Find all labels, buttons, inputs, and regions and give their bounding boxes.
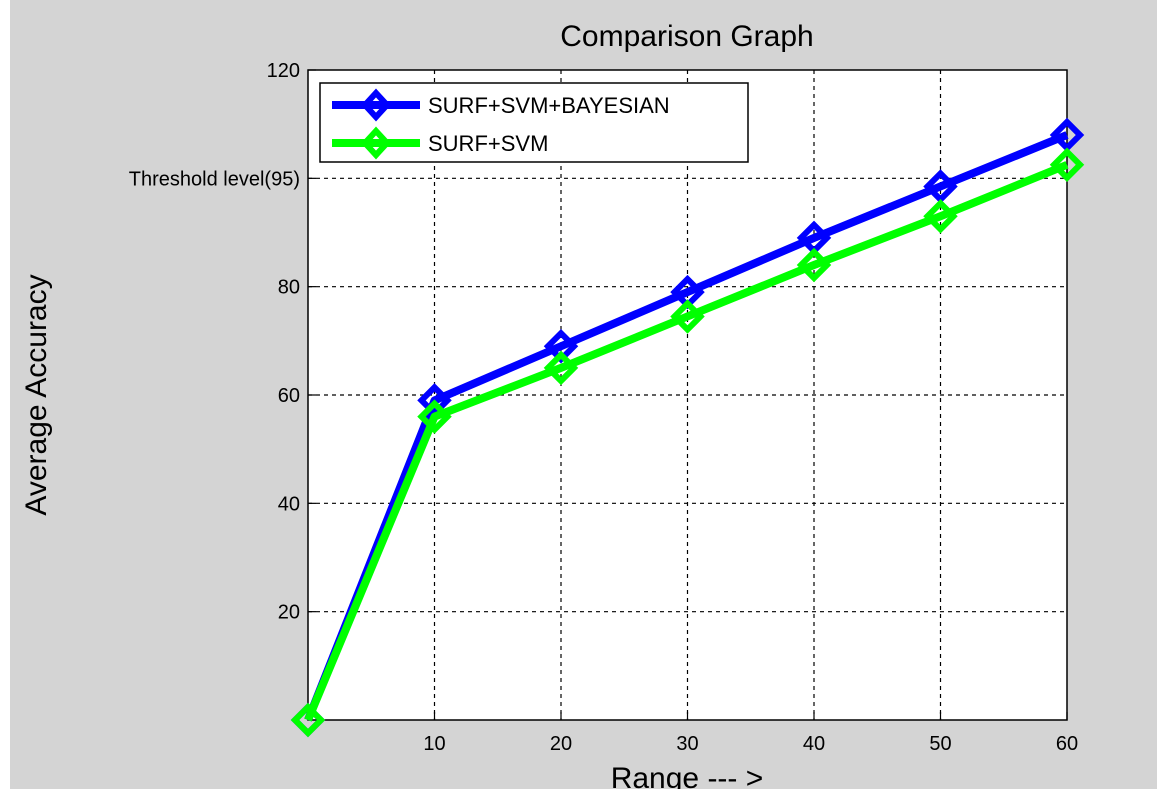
legend-marker-surf-svm-bayesian bbox=[360, 88, 392, 122]
y-tick-label: 20 bbox=[278, 602, 300, 624]
y-tick-label: 40 bbox=[278, 493, 300, 515]
data-point-surf-svm bbox=[290, 702, 326, 738]
series-lines bbox=[290, 117, 1085, 738]
comparison-chart: 10 20 30 40 50 60 20 40 60 80 Threshold level(95) 1… bbox=[20, 20, 1085, 789]
y-tick-label: 60 bbox=[278, 385, 300, 407]
x-tick-label: 50 bbox=[929, 733, 951, 755]
x-tick-label: 60 bbox=[1056, 733, 1078, 755]
series-line-surf-svm bbox=[304, 161, 1069, 722]
y-axis-label: Average Accuracy bbox=[20, 274, 53, 515]
data-point-surf-svm bbox=[670, 299, 705, 334]
figure-background: 10 20 30 40 50 60 20 40 60 80 Threshold level(95) 1… bbox=[10, 0, 1157, 789]
y-tick-label: 120 bbox=[267, 60, 300, 82]
data-point-surf-svm bbox=[417, 399, 452, 434]
legend-label-surf-svm: SURF+SVM bbox=[428, 131, 548, 156]
legend-label-surf-svm-bayesian: SURF+SVM+BAYESIAN bbox=[428, 93, 670, 118]
data-point-surf-svm bbox=[543, 350, 579, 386]
legend-box bbox=[319, 82, 749, 163]
x-tick-label: 20 bbox=[550, 733, 572, 755]
data-point-surf-svm bbox=[796, 247, 832, 283]
chart-title: Comparison Graph bbox=[560, 20, 813, 53]
y-tick-label: Threshold level(95) bbox=[129, 168, 300, 190]
legend: SURF+SVM+BAYESIAN SURF+SVM bbox=[319, 82, 749, 163]
y-tick-label: 80 bbox=[278, 277, 300, 299]
x-tick-label: 30 bbox=[676, 733, 698, 755]
data-point-surf-svm bbox=[1049, 147, 1085, 183]
data-point-surf-svm bbox=[923, 199, 958, 234]
legend-marker-surf-svm bbox=[360, 126, 392, 160]
x-axis-label: Range --- > bbox=[611, 762, 764, 789]
data-point-surf-svm-bayesian bbox=[543, 329, 579, 364]
x-tick-label: 10 bbox=[423, 733, 445, 755]
x-tick-label: 40 bbox=[803, 733, 825, 755]
grid-lines bbox=[308, 70, 1067, 720]
axis-ticks: 10 20 30 40 50 60 20 40 60 80 Threshold level(95) 1… bbox=[129, 60, 1078, 755]
